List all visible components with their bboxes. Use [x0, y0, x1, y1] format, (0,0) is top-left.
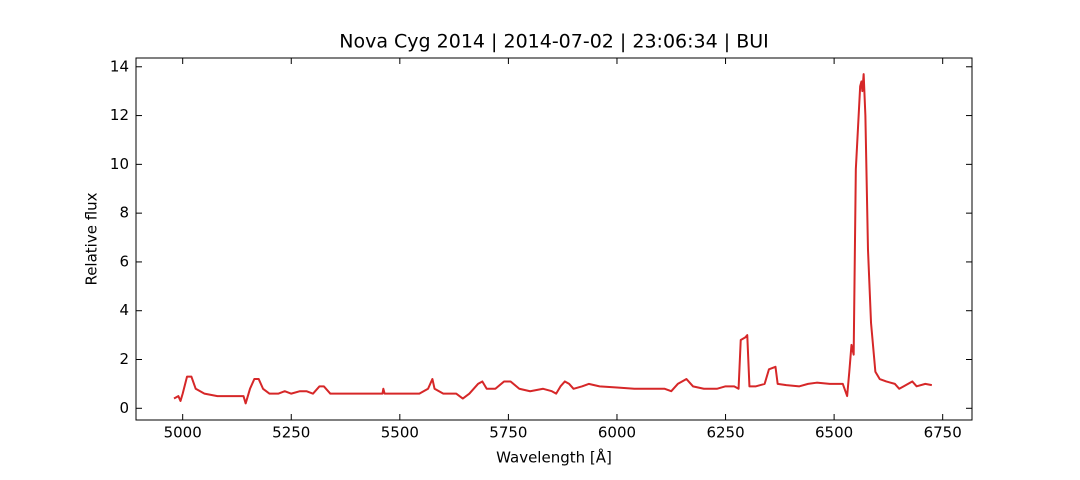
spectrum-line — [173, 73, 933, 405]
y-tick-label: 4 — [119, 301, 129, 319]
y-tick-label: 10 — [110, 155, 129, 173]
x-tick-label: 6000 — [598, 424, 636, 442]
y-tick-label: 8 — [119, 204, 129, 222]
y-tick-label: 2 — [119, 350, 129, 368]
y-tick-label: 0 — [119, 399, 129, 417]
y-axis-label: Relative flux — [83, 192, 101, 285]
x-tick-label: 5750 — [489, 424, 527, 442]
y-tick-label: 14 — [110, 57, 129, 75]
x-tick-label: 6500 — [815, 424, 853, 442]
y-tick-label: 12 — [110, 106, 129, 124]
y-tick-label: 6 — [119, 252, 129, 270]
x-tick-label: 5250 — [272, 424, 310, 442]
x-tick-label: 5500 — [381, 424, 419, 442]
x-tick-label: 5000 — [164, 424, 202, 442]
x-axis-label: Wavelength [Å] — [496, 448, 612, 467]
x-tick-label: 6250 — [706, 424, 744, 442]
plot-frame — [135, 57, 973, 421]
x-tick-label: 6750 — [924, 424, 962, 442]
chart-title: Nova Cyg 2014 | 2014-07-02 | 23:06:34 | … — [339, 31, 768, 53]
